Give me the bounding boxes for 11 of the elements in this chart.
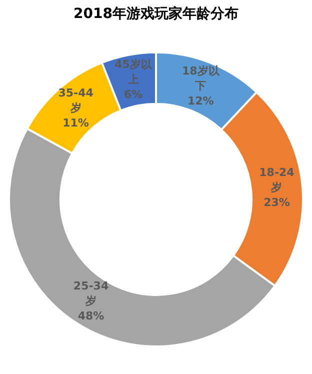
data-label: 11% xyxy=(62,116,89,130)
slice-label: 18-24岁 xyxy=(259,166,295,194)
slice-label: 35-44岁 xyxy=(58,86,94,114)
chart-title: 2018年游戏玩家年龄分布 xyxy=(74,5,238,22)
slice-label: 18岁以下 xyxy=(182,64,220,92)
slice-label: 25-34岁 xyxy=(73,280,109,308)
data-label: 6% xyxy=(124,88,143,102)
data-label: 48% xyxy=(78,310,104,323)
data-label: 23% xyxy=(264,196,290,209)
slice-label: 45岁以上 xyxy=(114,58,153,86)
data-label: 12% xyxy=(187,94,214,108)
